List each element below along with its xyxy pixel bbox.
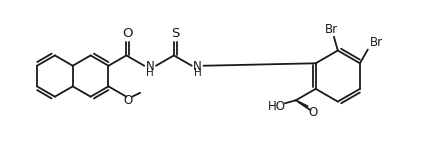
Text: H: H	[194, 68, 201, 78]
Text: N: N	[193, 60, 202, 73]
Text: Br: Br	[325, 23, 339, 36]
Text: S: S	[171, 27, 180, 40]
Text: O: O	[309, 106, 318, 119]
Text: N: N	[146, 60, 155, 73]
Text: Br: Br	[370, 36, 383, 49]
Text: H: H	[146, 68, 154, 78]
Text: O: O	[124, 94, 133, 107]
Text: O: O	[123, 27, 133, 40]
Text: HO: HO	[268, 100, 286, 113]
